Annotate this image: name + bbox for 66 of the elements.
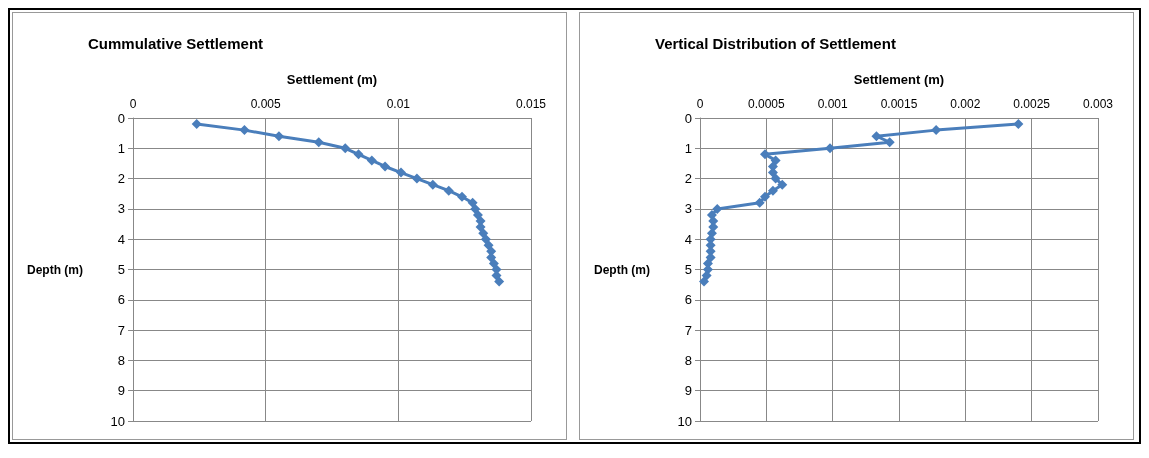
point [483, 240, 494, 251]
y-tick-label: 2 [684, 171, 692, 187]
point [395, 167, 406, 178]
x-tick-label: 0.0015 [880, 97, 918, 111]
point [380, 161, 391, 172]
chart-title: Vertical Distribution of Settlement [655, 35, 896, 52]
point [472, 209, 483, 220]
point [427, 179, 438, 190]
y-tick-label: 3 [684, 201, 692, 217]
x-tick-label: 0 [129, 97, 137, 111]
y-tick-label: 8 [684, 352, 692, 368]
y-tick-label: 4 [117, 231, 125, 247]
y-tick-label: 5 [117, 262, 125, 277]
point [273, 131, 284, 142]
y-tick-label: 3 [117, 201, 125, 217]
point [478, 228, 489, 239]
y-tick-label: 0 [117, 110, 125, 126]
chart-title: Cummulative Settlement [88, 35, 264, 52]
point [411, 173, 422, 184]
x-tick-label: 0.002 [950, 97, 981, 111]
point [239, 125, 250, 136]
point [494, 276, 505, 287]
point [366, 155, 377, 166]
x-tick-label: 0.003 [1082, 97, 1114, 111]
y-tick-label: 7 [684, 322, 692, 338]
y-tick-label: 4 [684, 231, 692, 247]
x-tick-label: 0.005 [250, 97, 282, 111]
y-tick-label: 5 [684, 262, 692, 277]
y-axis-title: Depth (m) [27, 262, 83, 277]
point [698, 276, 709, 287]
point [770, 155, 781, 166]
y-tick-label: 8 [117, 352, 125, 368]
point [754, 197, 765, 208]
point [760, 191, 771, 202]
point [313, 137, 324, 148]
y-tick-label: 1 [684, 140, 692, 156]
x-tick-label: 0 [696, 97, 704, 111]
point [770, 173, 781, 184]
y-tick-label: 9 [684, 383, 692, 399]
y-tick-label: 6 [684, 292, 692, 308]
point [443, 185, 454, 196]
x-axis-title: Settlement (m) [853, 72, 945, 87]
y-tick-label: 1 [117, 140, 125, 156]
x-tick-label: 0.0025 [1013, 97, 1051, 111]
x-axis-title: Settlement (m) [286, 72, 378, 87]
point [353, 149, 364, 160]
point [340, 143, 351, 154]
point [488, 258, 499, 269]
y-tick-label: 0 [684, 110, 692, 126]
point [457, 191, 468, 202]
x-tick-label: 0.0005 [747, 97, 786, 111]
y-tick-label: 9 [117, 383, 125, 399]
y-tick-label: 10 [677, 413, 692, 429]
point [777, 179, 788, 190]
y-tick-label: 6 [117, 292, 125, 308]
x-tick-label: 0.015 [515, 97, 547, 111]
point [191, 119, 202, 130]
y-axis-title: Depth (m) [594, 262, 650, 277]
point [467, 197, 478, 208]
point [1013, 119, 1024, 130]
point [767, 185, 778, 196]
y-tick-label: 10 [110, 413, 125, 429]
x-tick-label: 0.01 [386, 97, 411, 111]
y-tick-label: 2 [117, 171, 125, 187]
x-tick-label: 0.001 [817, 97, 849, 111]
y-tick-label: 7 [117, 322, 125, 338]
